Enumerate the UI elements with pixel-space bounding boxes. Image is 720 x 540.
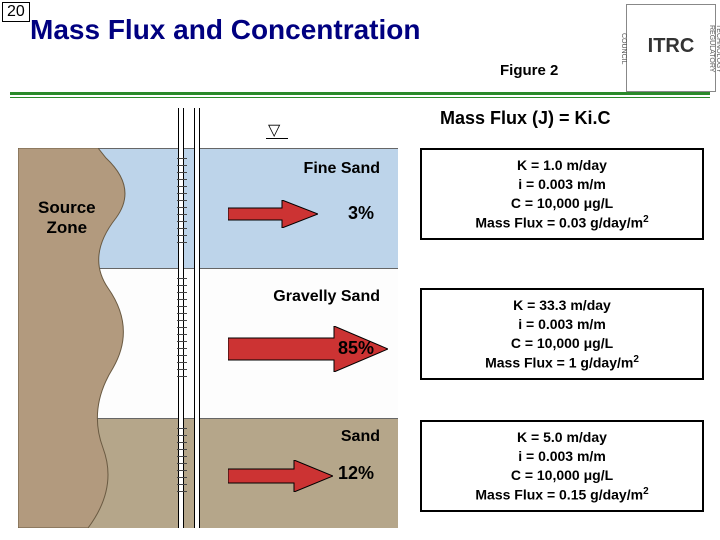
label-gravelly-sand: Gravelly Sand [273,288,380,306]
flux-arrow-fine [228,200,318,228]
page-title: Mass Flux and Concentration [30,14,421,46]
percent-sand: 12% [338,463,374,484]
c-value: C = 10,000 μg/L [426,334,698,353]
k-value: K = 5.0 m/day [426,428,698,447]
water-table-line [266,138,288,139]
itrc-logo: COUNCIL ITRC INTERSTATE TECHNOLOGY REGUL… [626,4,716,92]
cross-section-diagram: Source Zone ▽ Fine Sand Gravelly Sand Sa… [18,108,398,528]
well-screen-sand [177,428,187,518]
flux-value: Mass Flux = 1 g/day/m2 [426,353,698,373]
c-value: C = 10,000 μg/L [426,194,698,213]
k-value: K = 1.0 m/day [426,156,698,175]
monitoring-well-2 [194,108,200,528]
i-value: i = 0.003 m/m [426,175,698,194]
data-box-sand: K = 5.0 m/day i = 0.003 m/m C = 10,000 μ… [420,420,704,512]
logo-text: ITRC [641,13,701,58]
title-rule-thick [10,92,710,95]
i-value: i = 0.003 m/m [426,315,698,334]
title-rule-thin [10,97,710,98]
flux-value: Mass Flux = 0.15 g/day/m2 [426,485,698,505]
source-zone-label: Source Zone [38,198,96,238]
i-value: i = 0.003 m/m [426,447,698,466]
layer-vadose [18,108,398,148]
flux-arrow-sand [228,460,333,492]
label-fine-sand: Fine Sand [304,160,380,178]
water-table-icon: ▽ [268,120,280,140]
figure-label: Figure 2 [500,62,558,79]
k-value: K = 33.3 m/day [426,296,698,315]
percent-fine: 3% [348,203,374,224]
flux-value: Mass Flux = 0.03 g/day/m2 [426,213,698,233]
slide-number: 20 [2,2,30,22]
logo-right-text: INTERSTATE TECHNOLOGY REGULATORY [715,5,720,93]
logo-left-text: COUNCIL [613,5,627,93]
well-screen-fine [177,158,187,268]
percent-gravelly: 85% [338,338,374,359]
mass-flux-equation: Mass Flux (J) = Ki.C [440,108,611,129]
data-box-gravelly-sand: K = 33.3 m/day i = 0.003 m/m C = 10,000 … [420,288,704,380]
label-sand: Sand [341,428,380,446]
monitoring-well-1 [178,108,184,528]
c-value: C = 10,000 μg/L [426,466,698,485]
data-box-fine-sand: K = 1.0 m/day i = 0.003 m/m C = 10,000 μ… [420,148,704,240]
well-screen-gravelly [177,278,187,408]
